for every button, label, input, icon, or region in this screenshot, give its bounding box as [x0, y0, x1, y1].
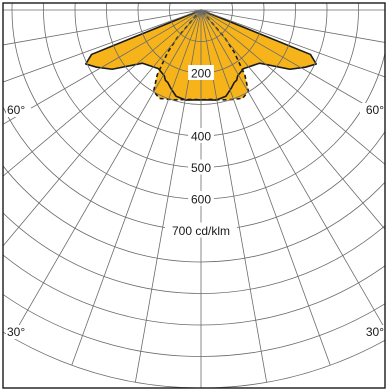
grid-spoke-m70: [3, 9, 202, 83]
data-point-solid-4: [142, 62, 144, 64]
data-point-solid-0: [91, 54, 93, 56]
angle-label-bg-1: [360, 103, 385, 117]
angle-label-bg-3: [360, 325, 385, 339]
data-point-solid-8: [167, 82, 169, 84]
data-point-solid-21: [289, 68, 291, 70]
radial-tick-label-600: 600: [191, 193, 211, 207]
data-point-solid-1: [85, 63, 87, 65]
radial-axis-title: 700 cd/klm: [172, 224, 230, 238]
grid-spoke-m40: [3, 9, 202, 247]
radial-tick-label-bg-200: [188, 65, 214, 80]
data-point-dashed-10: [242, 98, 244, 100]
grid-spoke-40: [200, 9, 385, 230]
angle-label-bg-0: [6, 103, 31, 117]
data-point-dashed-8: [208, 99, 210, 101]
grid-spoke-20: [200, 9, 331, 366]
grid-spoke-m30: [11, 9, 202, 338]
chart-frame: [2, 2, 386, 389]
angle-label-left-60: 60°: [7, 103, 25, 117]
radial-tick-label-200: 200: [191, 67, 211, 81]
label-layer: 200 400 500 600 700 cd/klm 60° 60° 30° 30°: [6, 65, 385, 339]
grid-spoke-m50: [3, 9, 202, 177]
data-point-solid-17: [236, 79, 238, 81]
grid-spoke-m80: [3, 9, 202, 46]
grid-spoke-70: [200, 9, 385, 78]
data-point-solid-15: [230, 88, 232, 90]
data-point-solid-24: [310, 54, 312, 56]
grid-spoke-80: [200, 9, 385, 43]
data-point-dashed-13: [234, 52, 236, 54]
data-point-solid-19: [243, 68, 245, 70]
grid-spoke-30: [200, 9, 385, 330]
data-point-solid-23: [315, 63, 317, 65]
angle-label-left-30: 30°: [7, 325, 25, 339]
angle-label-right-60: 60°: [366, 103, 384, 117]
series-outline-dashed: [152, 9, 250, 101]
data-point-solid-7: [165, 79, 167, 81]
data-point-solid-20: [259, 62, 261, 64]
radial-tick-label-400: 400: [191, 130, 211, 144]
data-point-dashed-4: [159, 98, 161, 100]
radial-tick-label-bg-500: [188, 159, 214, 175]
radial-tick-label-500: 500: [191, 161, 211, 175]
grid-spoke-50: [200, 9, 385, 165]
data-point-solid-5: [158, 68, 160, 70]
data-point-dashed-12: [244, 74, 246, 76]
data-point-dashed-6: [192, 99, 194, 101]
grid-spoke-m60: [3, 9, 202, 125]
grid-spoke-m20: [71, 9, 202, 366]
data-point-dashed-2: [156, 74, 158, 76]
angle-label-bg-2: [6, 325, 31, 339]
data-point-solid-2: [96, 66, 98, 68]
data-point-solid-14: [225, 95, 227, 97]
data-point-solid-10: [175, 95, 177, 97]
data-point-solid-16: [234, 82, 236, 84]
angle-label-right-30: 30°: [366, 325, 384, 339]
data-point-solid-22: [305, 66, 307, 68]
data-point-solid-9: [170, 88, 172, 90]
data-point-solid-3: [111, 68, 113, 70]
radial-tick-label-bg-600: [188, 191, 214, 206]
radial-tick-label-bg-400: [188, 128, 214, 143]
data-point-dashed-1: [167, 52, 169, 54]
radial-tick-label-bg-700: [165, 222, 237, 238]
